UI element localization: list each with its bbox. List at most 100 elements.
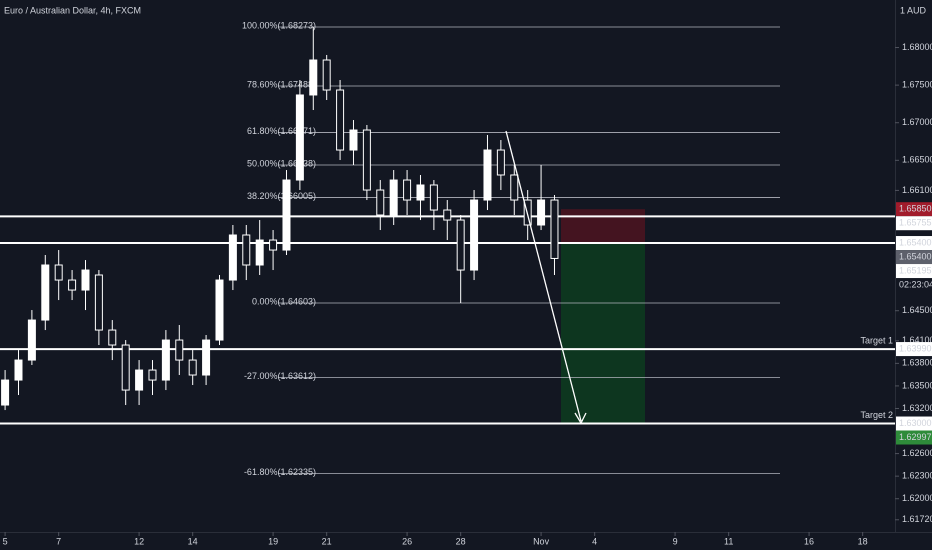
candle-body xyxy=(14,359,23,381)
price-badge xyxy=(896,416,932,431)
candle-body xyxy=(255,239,264,266)
candle-body xyxy=(349,129,358,151)
candle-body xyxy=(429,184,438,211)
y-tick-label: 1.63800 xyxy=(902,358,932,368)
chart-title: Euro / Australian Dollar, 4h, FXCM xyxy=(4,5,141,15)
y-tick-label: 1.64100 xyxy=(902,335,932,345)
y-tick-label: 1.66100 xyxy=(902,185,932,195)
price-badge xyxy=(896,236,932,251)
y-tick-label: 1.63500 xyxy=(902,380,932,390)
trend-arrow xyxy=(505,130,582,422)
y-tick-label: 1.62000 xyxy=(902,493,932,503)
candle-body xyxy=(175,339,184,361)
price-badge-label: 1.65195 xyxy=(899,265,932,275)
x-tick-label: 14 xyxy=(188,536,198,546)
candle-body xyxy=(81,269,90,291)
price-badge-label: 1.65850 xyxy=(899,204,932,214)
fib-label: -27.00%(1.63612) xyxy=(244,371,316,381)
x-tick-label: 9 xyxy=(673,536,678,546)
x-tick-label: 16 xyxy=(804,536,814,546)
x-tick-label: Nov xyxy=(533,536,550,546)
y-tick-label: 1.67000 xyxy=(902,117,932,127)
level-label: Target 2 xyxy=(860,410,893,420)
price-badge xyxy=(896,250,932,265)
price-badge-label: 1.62997 xyxy=(899,432,932,442)
price-badge xyxy=(896,264,932,279)
fib-label: 61.80%(1.66871) xyxy=(247,126,316,136)
candle-body xyxy=(135,369,144,391)
candle-body xyxy=(537,199,546,226)
candle-body xyxy=(68,279,77,291)
x-tick-label: 21 xyxy=(322,536,332,546)
price-badge xyxy=(896,430,932,445)
fib-label: -61.80%(1.62335) xyxy=(244,467,316,477)
candle-body xyxy=(148,369,157,381)
candle-body xyxy=(443,209,452,221)
candle-body xyxy=(510,174,519,201)
candle-body xyxy=(336,89,345,151)
candle-body xyxy=(295,94,304,181)
price-badge-label: 1.65400 xyxy=(899,237,932,247)
candle-body xyxy=(27,319,36,361)
price-badge xyxy=(896,202,932,217)
fib-label: 50.00%(1.66438) xyxy=(247,158,316,168)
price-badge xyxy=(896,342,932,357)
currency-label: 1 AUD xyxy=(900,5,927,15)
candle-body xyxy=(202,339,211,376)
y-tick-label: 1.68000 xyxy=(902,42,932,52)
candle-body xyxy=(550,199,559,259)
x-tick-label: 28 xyxy=(456,536,466,546)
candle-body xyxy=(376,189,385,216)
x-tick-label: 18 xyxy=(858,536,868,546)
x-tick-label: 26 xyxy=(402,536,412,546)
price-badge-label: 1.65400 xyxy=(899,251,932,261)
candle-body xyxy=(322,59,331,91)
candle-body xyxy=(403,179,412,201)
candle-body xyxy=(242,234,251,266)
stop-zone xyxy=(561,209,645,244)
candle-body xyxy=(362,129,371,191)
x-tick-label: 4 xyxy=(592,536,597,546)
fib-label: 38.20%(1.66005) xyxy=(247,191,316,201)
candle-body xyxy=(470,199,479,271)
arrow-head xyxy=(574,412,587,425)
candle-body xyxy=(269,239,278,251)
candle-body xyxy=(416,184,425,201)
candle-body xyxy=(496,149,505,176)
candle-body xyxy=(456,219,465,271)
y-tick-label: 1.62600 xyxy=(902,448,932,458)
candle-body xyxy=(161,339,170,381)
y-tick-label: 1.62300 xyxy=(902,471,932,481)
candle-body xyxy=(483,149,492,201)
y-tick-label: 1.66500 xyxy=(902,155,932,165)
candle-body xyxy=(309,59,318,96)
x-tick-label: 7 xyxy=(56,536,61,546)
candle-body xyxy=(282,179,291,251)
fib-label: 100.00%(1.68273) xyxy=(242,20,316,30)
candle-body xyxy=(41,264,50,321)
fib-label: 0.00%(1.64603) xyxy=(252,296,316,306)
countdown: 02:23:04 xyxy=(899,279,932,289)
candle-body xyxy=(228,234,237,281)
candle-body xyxy=(121,344,130,391)
candle-body xyxy=(94,274,103,331)
y-tick-label: 1.63200 xyxy=(902,403,932,413)
target-zone xyxy=(561,243,645,424)
x-tick-label: 12 xyxy=(134,536,144,546)
y-tick-label: 1.67500 xyxy=(902,80,932,90)
candle-body xyxy=(215,279,224,341)
x-tick-label: 5 xyxy=(3,536,8,546)
price-badge-label: 1.65755 xyxy=(899,218,932,228)
x-tick-label: 19 xyxy=(268,536,278,546)
level-label: Target 1 xyxy=(860,335,893,345)
price-badge-label: 1.63000 xyxy=(899,418,932,428)
y-tick-label: 1.61720 xyxy=(902,514,932,524)
x-tick-label: 11 xyxy=(724,536,733,546)
candle-body xyxy=(188,359,197,376)
candle-body xyxy=(1,379,10,406)
candle-body xyxy=(389,179,398,216)
fib-label: 78.60%(1.67488) xyxy=(247,79,316,89)
candle-body xyxy=(108,329,117,346)
